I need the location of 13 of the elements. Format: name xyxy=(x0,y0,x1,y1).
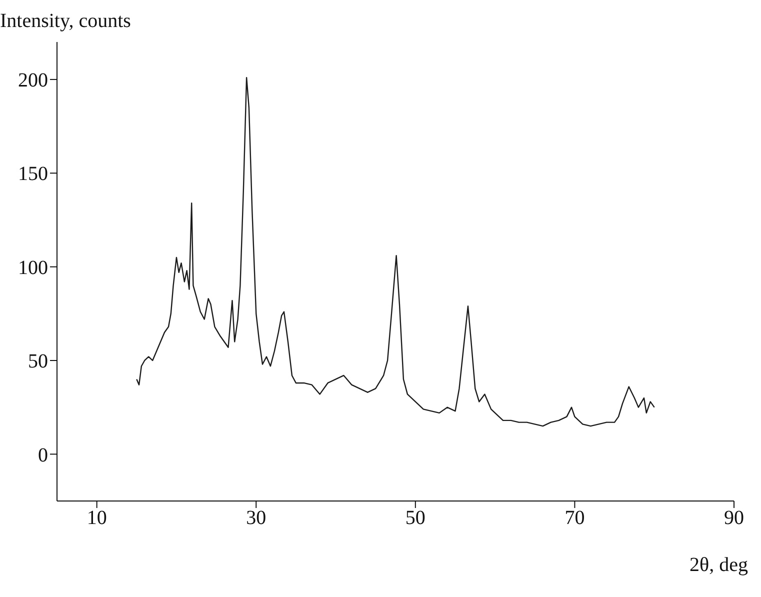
x-tick-label: 10 xyxy=(86,507,107,530)
y-tick-label: 200 xyxy=(18,70,48,92)
line-series xyxy=(136,76,655,427)
x-tick-label: 90 xyxy=(724,507,744,530)
y-axis-title: Intensity, counts xyxy=(0,10,131,33)
y-tick-label: 150 xyxy=(18,163,48,186)
x-tick-label: 50 xyxy=(405,507,426,530)
y-tick-label: 50 xyxy=(28,350,48,373)
x-axis-title: 2θ, deg xyxy=(690,554,748,577)
x-tick-label: 70 xyxy=(564,507,585,530)
y-tick-label: 0 xyxy=(38,444,48,466)
y-tick-label: 100 xyxy=(18,256,48,279)
x-tick-label: 30 xyxy=(246,507,266,530)
